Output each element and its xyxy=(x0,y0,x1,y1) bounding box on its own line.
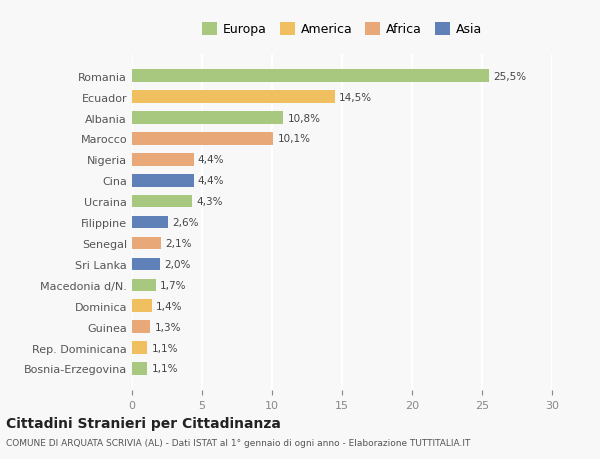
Text: Cittadini Stranieri per Cittadinanza: Cittadini Stranieri per Cittadinanza xyxy=(6,416,281,430)
Bar xyxy=(132,174,194,187)
Bar xyxy=(132,341,148,354)
Text: 2,0%: 2,0% xyxy=(164,259,191,269)
Bar xyxy=(132,321,150,333)
Text: 4,4%: 4,4% xyxy=(198,155,224,165)
Bar xyxy=(132,154,194,166)
Text: COMUNE DI ARQUATA SCRIVIA (AL) - Dati ISTAT al 1° gennaio di ogni anno - Elabora: COMUNE DI ARQUATA SCRIVIA (AL) - Dati IS… xyxy=(6,438,470,447)
Bar xyxy=(132,133,274,146)
Bar xyxy=(132,70,489,83)
Bar xyxy=(132,112,283,124)
Bar xyxy=(132,237,161,250)
Text: 2,1%: 2,1% xyxy=(166,239,192,248)
Bar xyxy=(132,258,160,271)
Text: 10,8%: 10,8% xyxy=(287,113,320,123)
Bar xyxy=(132,363,148,375)
Bar xyxy=(132,196,192,208)
Legend: Europa, America, Africa, Asia: Europa, America, Africa, Asia xyxy=(197,18,487,41)
Text: 1,3%: 1,3% xyxy=(154,322,181,332)
Text: 2,6%: 2,6% xyxy=(173,218,199,228)
Bar xyxy=(132,216,169,229)
Text: 1,1%: 1,1% xyxy=(152,364,178,374)
Text: 1,4%: 1,4% xyxy=(156,301,182,311)
Text: 25,5%: 25,5% xyxy=(493,72,526,82)
Text: 4,3%: 4,3% xyxy=(196,197,223,207)
Text: 1,7%: 1,7% xyxy=(160,280,187,290)
Bar xyxy=(132,279,156,291)
Text: 1,1%: 1,1% xyxy=(152,343,178,353)
Bar xyxy=(132,91,335,104)
Bar xyxy=(132,300,152,312)
Text: 4,4%: 4,4% xyxy=(198,176,224,186)
Text: 14,5%: 14,5% xyxy=(339,92,373,102)
Text: 10,1%: 10,1% xyxy=(278,134,311,144)
